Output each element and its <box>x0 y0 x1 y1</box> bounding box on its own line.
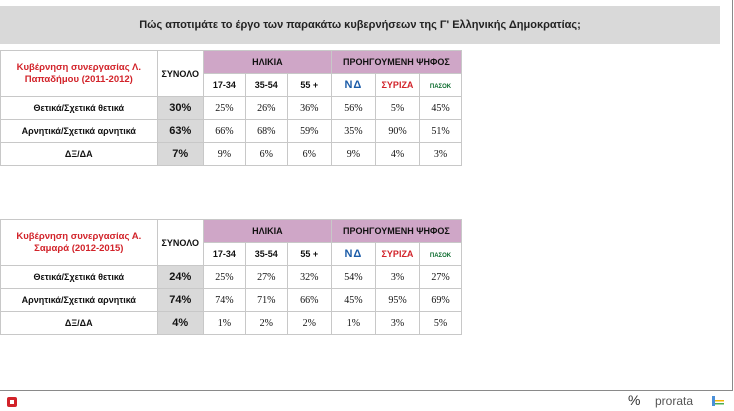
syriza-logo: ΣΥΡΙΖΑ <box>374 73 421 97</box>
government-name: Κυβέρνηση συνεργασίας Α. Σαμαρά (2012-20… <box>0 219 158 266</box>
brand-bars-icon <box>712 396 724 406</box>
age-group: 35-54 <box>244 242 288 266</box>
cell-value: 26% <box>244 96 288 120</box>
age-group: 55 + <box>286 242 332 266</box>
total-value: 30% <box>156 96 204 120</box>
row-label: Θετικά/Σχετικά θετικά <box>0 265 158 289</box>
row-label: Αρνητικά/Σχετικά αρνητικά <box>0 288 158 312</box>
table-row: Θετικά/Σχετικά θετικά 30% 25% 26% 36% 56… <box>0 96 462 120</box>
survey-table-2: Κυβέρνηση συνεργασίας Α. Σαμαρά (2012-20… <box>0 219 463 335</box>
table-row: ΔΞ/ΔΑ 7% 9% 6% 6% 9% 4% 3% <box>0 142 462 166</box>
cell-value: 35% <box>330 119 376 143</box>
row-label: ΔΞ/ΔΑ <box>0 311 158 335</box>
cell-value: 68% <box>244 119 288 143</box>
table-row: Αρνητικά/Σχετικά αρνητικά 63% 66% 68% 59… <box>0 119 462 143</box>
cell-value: 95% <box>374 288 421 312</box>
total-value: 74% <box>156 288 204 312</box>
brand-name: prorata <box>655 394 694 408</box>
cell-value: 2% <box>244 311 288 335</box>
cell-value: 4% <box>374 142 421 166</box>
cell-value: 1% <box>330 311 376 335</box>
cell-value: 66% <box>286 288 332 312</box>
cell-value: 90% <box>374 119 421 143</box>
cell-value: 9% <box>330 142 376 166</box>
total-header: ΣΥΝΟΛΟ <box>156 50 204 97</box>
cell-value: 27% <box>244 265 288 289</box>
total-header: ΣΥΝΟΛΟ <box>156 219 204 266</box>
syriza-logo: ΣΥΡΙΖΑ <box>374 242 421 266</box>
cell-value: 6% <box>286 142 332 166</box>
cell-value: 45% <box>419 96 462 120</box>
cell-value: 25% <box>202 96 246 120</box>
age-header: ΗΛΙΚΙΑ <box>202 50 332 74</box>
age-group: 55 + <box>286 73 332 97</box>
row-label: Θετικά/Σχετικά θετικά <box>0 96 158 120</box>
cell-value: 3% <box>374 265 421 289</box>
cell-value: 56% <box>330 96 376 120</box>
cell-value: 3% <box>374 311 421 335</box>
cell-value: 69% <box>419 288 462 312</box>
cell-value: 9% <box>202 142 246 166</box>
row-label: Αρνητικά/Σχετικά αρνητικά <box>0 119 158 143</box>
cell-value: 36% <box>286 96 332 120</box>
cell-value: 27% <box>419 265 462 289</box>
age-group: 17-34 <box>202 73 246 97</box>
age-group: 17-34 <box>202 242 246 266</box>
table-row: ΔΞ/ΔΑ 4% 1% 2% 2% 1% 3% 5% <box>0 311 462 335</box>
survey-table-1: Κυβέρνηση συνεργασίας Λ. Παπαδήμου (2011… <box>0 50 463 166</box>
vote-header: ΠΡΟΗΓΟΥΜΕΝΗ ΨΗΦΟΣ <box>330 50 463 74</box>
logo-icon <box>7 397 17 407</box>
total-value: 24% <box>156 265 204 289</box>
cell-value: 25% <box>202 265 246 289</box>
total-value: 4% <box>156 311 204 335</box>
row-label: ΔΞ/ΔΑ <box>0 142 158 166</box>
slide-title: Πώς αποτιμάτε το έργο των παρακάτω κυβερ… <box>0 6 720 44</box>
age-header: ΗΛΙΚΙΑ <box>202 219 332 243</box>
cell-value: 51% <box>419 119 462 143</box>
cell-value: 74% <box>202 288 246 312</box>
cell-value: 6% <box>244 142 288 166</box>
cell-value: 5% <box>419 311 462 335</box>
cell-value: 66% <box>202 119 246 143</box>
table-row: Αρνητικά/Σχετικά αρνητικά 74% 74% 71% 66… <box>0 288 462 312</box>
government-name: Κυβέρνηση συνεργασίας Λ. Παπαδήμου (2011… <box>0 50 158 97</box>
cell-value: 5% <box>374 96 421 120</box>
cell-value: 59% <box>286 119 332 143</box>
percent-mark: % <box>628 392 641 408</box>
nd-logo: ΝΔ <box>330 73 376 97</box>
cell-value: 3% <box>419 142 462 166</box>
cell-value: 2% <box>286 311 332 335</box>
cell-value: 71% <box>244 288 288 312</box>
cell-value: 54% <box>330 265 376 289</box>
pasok-logo: ΠΑΣΟΚ <box>419 242 462 266</box>
total-value: 63% <box>156 119 204 143</box>
pasok-logo: ΠΑΣΟΚ <box>419 73 462 97</box>
cell-value: 32% <box>286 265 332 289</box>
total-value: 7% <box>156 142 204 166</box>
cell-value: 1% <box>202 311 246 335</box>
slide-frame <box>0 0 733 391</box>
nd-logo: ΝΔ <box>330 242 376 266</box>
cell-value: 45% <box>330 288 376 312</box>
table-row: Θετικά/Σχετικά θετικά 24% 25% 27% 32% 54… <box>0 265 462 289</box>
vote-header: ΠΡΟΗΓΟΥΜΕΝΗ ΨΗΦΟΣ <box>330 219 463 243</box>
age-group: 35-54 <box>244 73 288 97</box>
